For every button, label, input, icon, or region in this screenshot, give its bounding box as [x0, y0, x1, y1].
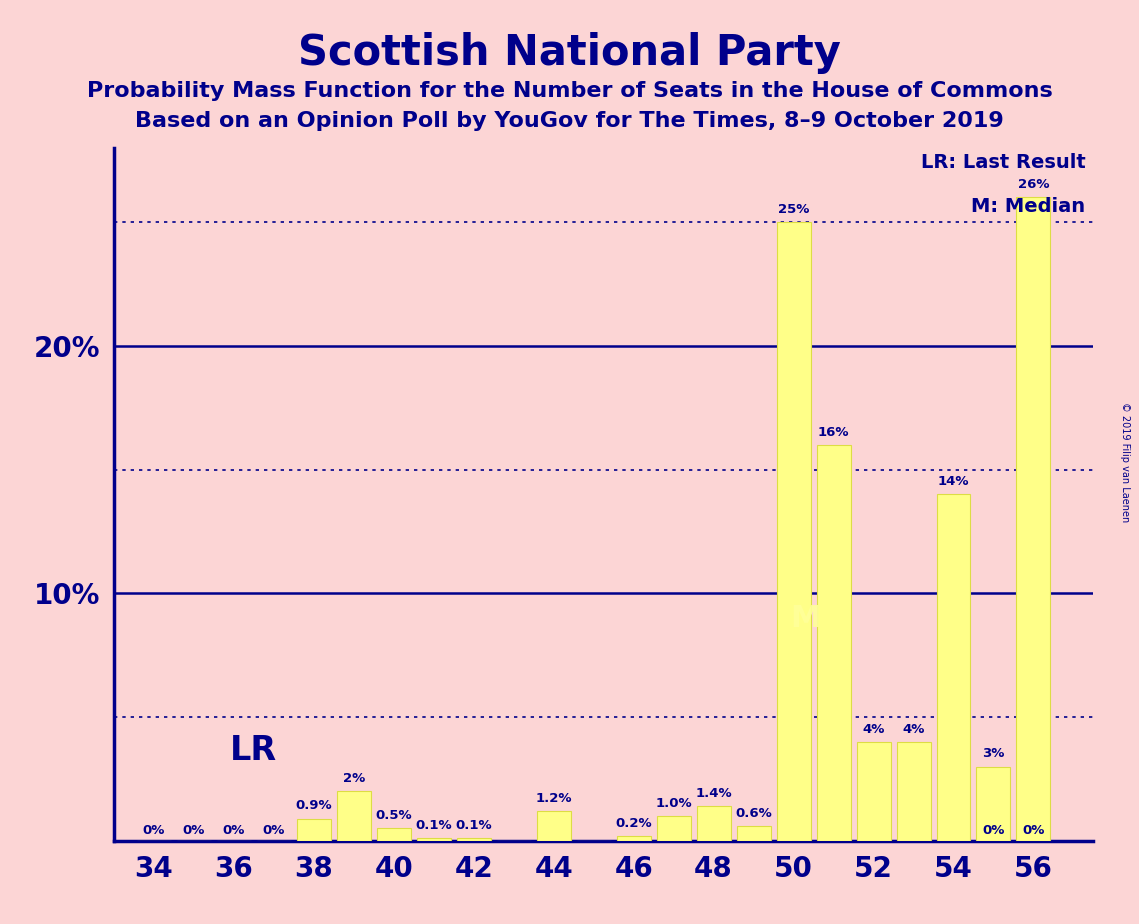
Text: 0%: 0% — [222, 824, 245, 837]
Text: © 2019 Filip van Laenen: © 2019 Filip van Laenen — [1120, 402, 1130, 522]
Text: 25%: 25% — [778, 203, 810, 216]
Text: 0.1%: 0.1% — [456, 820, 492, 833]
Text: M: M — [790, 603, 821, 633]
Bar — [976, 767, 1010, 841]
Text: 16%: 16% — [818, 426, 850, 439]
Bar — [337, 791, 371, 841]
Text: LR: LR — [230, 734, 278, 767]
Bar — [697, 806, 730, 841]
Bar — [737, 826, 771, 841]
Text: 0.5%: 0.5% — [376, 809, 412, 822]
Text: 14%: 14% — [937, 475, 969, 488]
Text: 2%: 2% — [343, 772, 364, 785]
Text: LR: Last Result: LR: Last Result — [920, 152, 1085, 172]
Bar — [1016, 198, 1050, 841]
Text: 1.4%: 1.4% — [695, 787, 732, 800]
Text: 0%: 0% — [182, 824, 205, 837]
Text: 4%: 4% — [862, 723, 885, 736]
Bar — [817, 444, 851, 841]
Text: 3%: 3% — [982, 748, 1005, 760]
Text: Probability Mass Function for the Number of Seats in the House of Commons: Probability Mass Function for the Number… — [87, 81, 1052, 102]
Bar — [616, 836, 650, 841]
Bar — [377, 829, 411, 841]
Bar — [896, 742, 931, 841]
Text: 0.2%: 0.2% — [615, 817, 652, 830]
Text: 1.0%: 1.0% — [655, 796, 693, 810]
Text: M: Median: M: Median — [972, 198, 1085, 216]
Bar — [536, 811, 571, 841]
Bar — [777, 222, 811, 841]
Bar — [857, 742, 891, 841]
Bar — [457, 838, 491, 841]
Text: 0.1%: 0.1% — [416, 820, 452, 833]
Bar — [297, 819, 330, 841]
Bar — [417, 838, 451, 841]
Text: 0%: 0% — [1023, 824, 1044, 837]
Text: 0%: 0% — [142, 824, 165, 837]
Text: 0%: 0% — [263, 824, 285, 837]
Text: 26%: 26% — [1018, 178, 1049, 191]
Text: 1.2%: 1.2% — [535, 792, 572, 805]
Bar — [936, 494, 970, 841]
Bar — [657, 816, 690, 841]
Text: 0.9%: 0.9% — [295, 799, 333, 812]
Text: 0.6%: 0.6% — [736, 807, 772, 820]
Text: 4%: 4% — [902, 723, 925, 736]
Text: Based on an Opinion Poll by YouGov for The Times, 8–9 October 2019: Based on an Opinion Poll by YouGov for T… — [136, 111, 1003, 131]
Text: 0%: 0% — [982, 824, 1005, 837]
Text: Scottish National Party: Scottish National Party — [298, 32, 841, 74]
